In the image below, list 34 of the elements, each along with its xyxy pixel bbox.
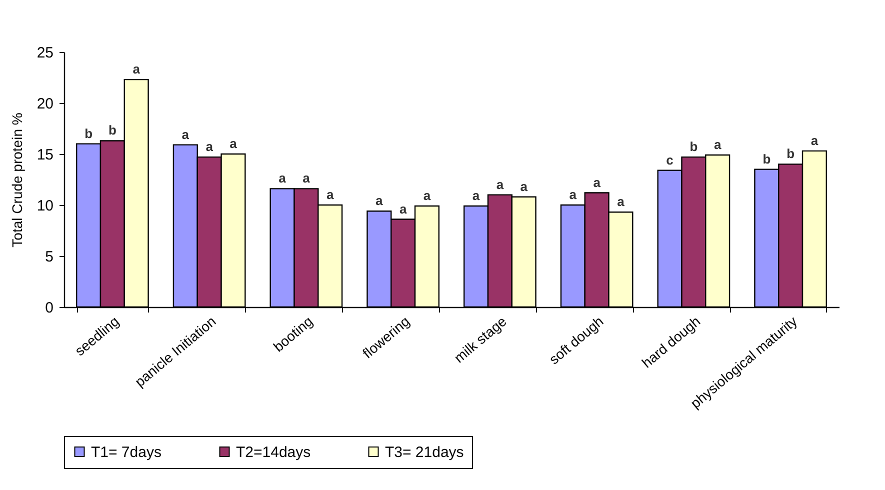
data-label: a <box>399 201 408 216</box>
data-label: a <box>472 188 480 204</box>
data-label: a <box>569 187 578 202</box>
data-label: a <box>810 132 819 148</box>
data-label: b <box>690 139 698 154</box>
data-label: a <box>206 139 214 154</box>
data-label: a <box>714 137 722 152</box>
y-tick-label: 15 <box>36 146 54 164</box>
data-label: a <box>132 62 141 77</box>
y-tick-label: 5 <box>45 248 54 266</box>
data-label: a <box>302 170 311 186</box>
data-label: a <box>617 194 626 210</box>
data-label: b <box>762 151 771 166</box>
data-label: a <box>496 176 504 192</box>
y-axis-title: Total Crude protein % <box>8 112 25 248</box>
data-label: a <box>326 187 334 202</box>
data-label: a <box>423 188 432 204</box>
legend-label: T2=14days <box>236 444 311 461</box>
legend-label: T3= 21days <box>385 444 464 461</box>
data-label: a <box>593 174 602 190</box>
data-label: a <box>278 170 287 186</box>
data-label: a <box>182 126 190 142</box>
y-tick-label: 10 <box>36 198 54 214</box>
data-label: a <box>230 136 238 151</box>
data-label: a <box>520 178 528 194</box>
y-tick-label: 25 <box>36 44 54 62</box>
data-label: b <box>786 146 795 162</box>
data-label: b <box>84 126 93 141</box>
data-label: c <box>666 152 674 168</box>
data-label: b <box>108 122 116 138</box>
y-tick-label: 0 <box>45 300 54 316</box>
y-tick-label: 20 <box>36 96 54 112</box>
legend-label: T1= 7days <box>91 444 162 461</box>
data-label: a <box>376 193 384 208</box>
